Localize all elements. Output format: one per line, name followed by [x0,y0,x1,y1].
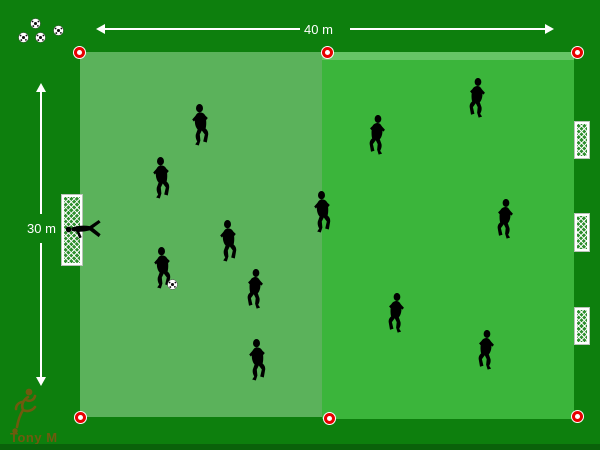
pitch-marker [322,411,336,425]
soccer-ball-icon [18,32,29,43]
bottom-edge-strip [0,444,600,450]
soccer-ball-icon [35,32,46,43]
soccer-ball-icon [30,18,41,29]
yellow-player [476,328,497,372]
width-arrow-line [350,28,546,30]
mini-goal [575,122,589,158]
yellow-player [495,197,516,241]
yellow-player [367,113,388,157]
red-player [150,157,172,199]
yellow-player [386,291,407,335]
arrowhead-left-icon [96,24,105,34]
yellow-player [245,267,266,311]
kicking-player-logo-icon [12,388,37,434]
pitch-height-label: 30 m [27,221,56,236]
pitch-marker [72,45,86,59]
arrowhead-down-icon [36,377,46,386]
width-arrow-line [104,28,300,30]
pitch-marker [320,45,334,59]
pitch-width-label: 40 m [304,22,333,37]
mini-goal [575,214,589,251]
goalkeeper [65,217,103,241]
pitch-right-top-highlight [322,52,574,60]
credit-text: Tony M [10,430,58,445]
soccer-ball-icon [167,279,178,290]
mini-goal [575,308,589,344]
arrowhead-right-icon [545,24,554,34]
red-player [217,220,239,262]
pitch-marker [570,409,584,423]
red-player [311,191,333,233]
height-arrow-line [40,91,42,214]
height-arrow-line [40,243,42,378]
arrowhead-up-icon [36,83,46,92]
yellow-player [467,76,488,120]
red-player [189,104,211,146]
red-player [246,339,268,381]
pitch-marker [570,45,584,59]
pitch-marker [73,410,87,424]
soccer-ball-icon [53,25,64,36]
pitch-right-half [322,52,574,419]
